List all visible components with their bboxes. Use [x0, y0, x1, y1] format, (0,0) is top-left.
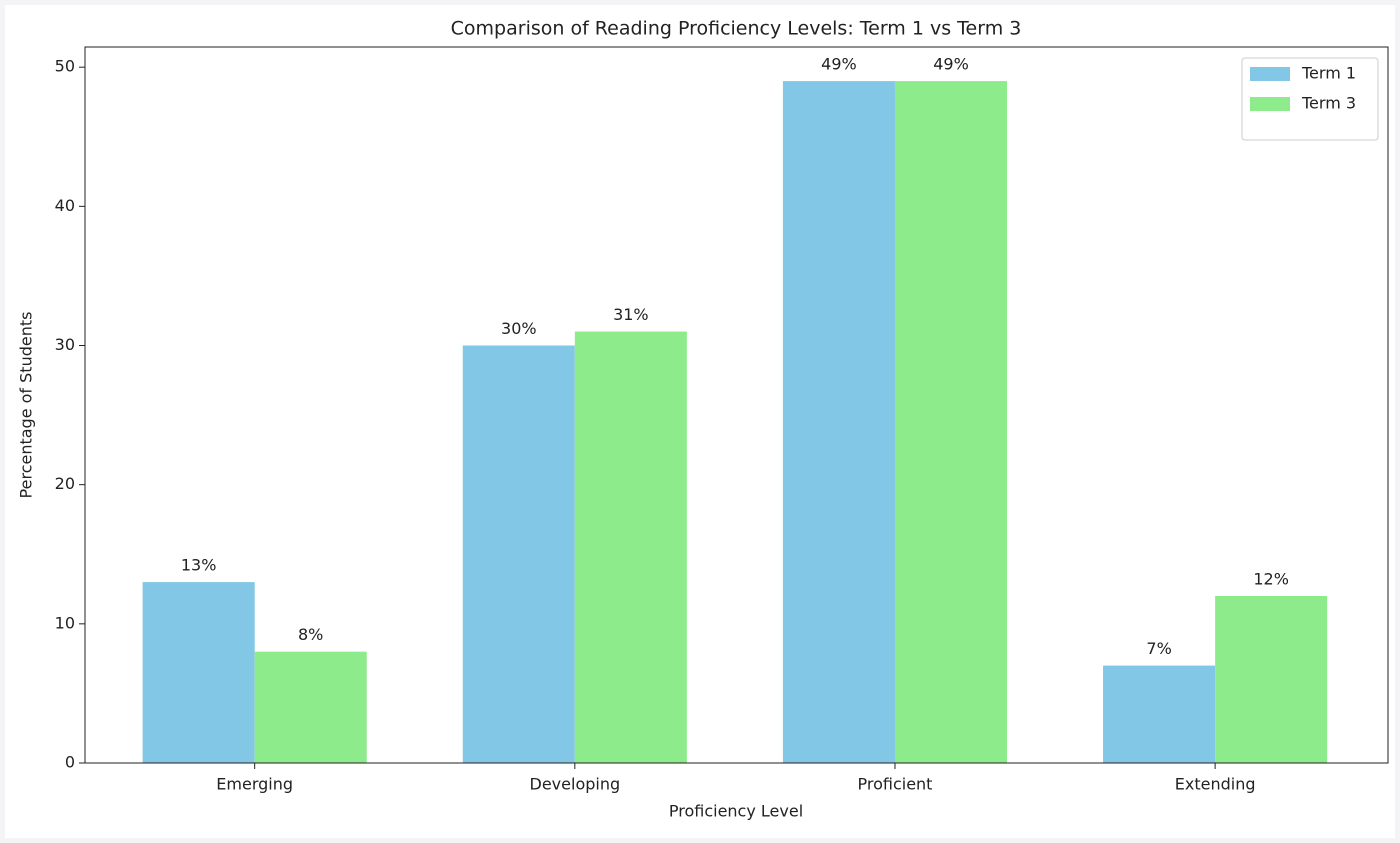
bar: [894, 81, 1008, 764]
bar: [142, 582, 255, 763]
y-tick-label: 30: [55, 335, 75, 354]
y-tick-label: 10: [55, 613, 75, 632]
y-tick-label: 40: [55, 196, 75, 215]
value-label: 7%: [1146, 639, 1171, 658]
legend-swatch: [1250, 67, 1290, 81]
y-tick-label: 50: [55, 57, 75, 76]
value-label: 8%: [298, 625, 323, 644]
y-axis-label: Percentage of Students: [17, 312, 36, 499]
value-label: 31%: [613, 305, 649, 324]
value-label: 13%: [181, 556, 217, 575]
value-label: 49%: [821, 55, 857, 74]
x-tick-label: Emerging: [216, 775, 293, 794]
value-label: 30%: [501, 319, 537, 338]
y-tick-label: 0: [65, 753, 75, 772]
x-tick-label: Extending: [1175, 775, 1256, 794]
bar: [1215, 596, 1328, 763]
legend-label: Term 1: [1301, 64, 1356, 83]
plot-frame: [84, 46, 1389, 764]
bar: [1103, 665, 1216, 763]
legend-label: Term 3: [1301, 94, 1356, 113]
y-tick-label: 20: [55, 474, 75, 493]
x-tick-label: Developing: [530, 775, 621, 794]
value-label: 49%: [933, 55, 969, 74]
chart-title: Comparison of Reading Proficiency Levels…: [451, 18, 1022, 40]
value-label: 12%: [1253, 570, 1289, 589]
bar: [462, 345, 575, 763]
bar: [574, 331, 687, 763]
x-tick-label: Proficient: [857, 775, 932, 794]
x-axis-label: Proficiency Level: [669, 802, 803, 821]
legend-swatch: [1250, 97, 1290, 111]
bar: [782, 81, 895, 764]
bar: [254, 651, 367, 763]
